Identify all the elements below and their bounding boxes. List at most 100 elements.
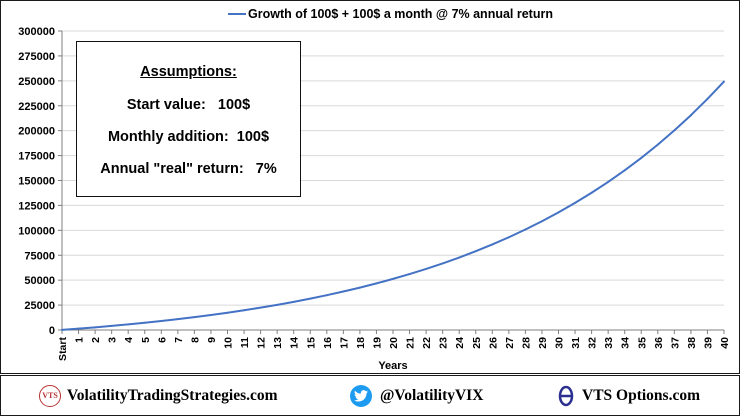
x-axis-label: Years [378,360,407,372]
data-point-0-12 [259,306,262,309]
y-axis-ticks: 0 25000 50000 75000 100000 125000 150000 175000… [18,26,62,337]
x-tick-label-12: 12 [256,337,268,349]
data-point-0-18 [358,286,361,289]
x-tick-label-22: 22 [421,337,433,349]
x-tick-label-35: 35 [636,337,648,349]
data-point-0-6 [160,320,163,323]
options-link[interactable]: VTS Options.com [582,386,700,404]
y-tick-label-5: 125000 [18,200,55,212]
y-tick-label-0: 0 [49,325,55,337]
footer-website[interactable]: VTS VolatilityTradingStrategies.com [39,376,278,415]
y-tick-label-7: 175000 [18,151,55,163]
x-tick-label-28: 28 [520,337,532,349]
x-tick-label-9: 9 [206,337,218,343]
x-tick-label-4: 4 [123,337,135,343]
data-point-0-0 [61,328,63,331]
x-tick-label-20: 20 [388,337,400,349]
x-tick-label-0: Start [57,337,69,361]
twitter-bird-icon [350,384,372,407]
legend-label: Growth of 100$ + 100$ a month @ 7% annua… [248,7,553,21]
series-layer [61,80,725,331]
y-tick-label-9: 225000 [18,101,55,113]
x-tick-label-15: 15 [305,337,317,349]
data-point-0-28 [524,228,527,231]
y-tick-label-2: 50000 [24,275,55,287]
data-point-0-9 [209,313,212,316]
vts-logo-icon: VTS [39,384,61,407]
data-point-0-20 [392,277,394,280]
x-tick-label-34: 34 [620,337,632,349]
data-point-0-26 [491,243,494,246]
data-point-0-10 [226,311,229,314]
x-tick-label-32: 32 [587,337,599,349]
x-tick-label-19: 19 [371,337,383,349]
footer-twitter[interactable]: @VolatilityVIX [350,376,483,415]
x-tick-label-17: 17 [338,337,350,349]
data-point-0-4 [127,323,130,326]
y-tick-label-10: 250000 [18,76,55,88]
y-tick-label-6: 150000 [18,176,55,188]
data-point-0-29 [540,220,543,223]
data-point-0-11 [243,309,246,312]
x-tick-label-38: 38 [686,337,698,349]
data-point-0-7 [176,318,179,321]
x-tick-label-24: 24 [454,337,466,349]
x-tick-label-30: 30 [554,337,566,349]
y-tick-label-11: 275000 [18,51,55,63]
data-point-0-5 [143,321,146,324]
x-tick-label-36: 36 [653,337,665,349]
data-point-0-22 [425,267,428,270]
y-tick-label-1: 25000 [24,300,55,312]
x-tick-label-33: 33 [603,337,615,349]
x-tick-label-26: 26 [487,337,499,349]
data-point-0-16 [325,294,328,297]
data-point-0-17 [342,290,345,293]
x-tick-label-11: 11 [239,337,251,348]
x-tick-label-39: 39 [702,337,714,349]
x-tick-label-7: 7 [173,337,185,343]
data-point-0-39 [706,97,709,100]
y-tick-label-3: 75000 [24,250,55,262]
monthly-addition-text: Monthly addition: 100$ [107,129,270,145]
data-point-0-27 [507,236,510,239]
data-point-0-15 [309,297,312,300]
data-point-0-31 [574,201,577,204]
x-tick-label-14: 14 [289,337,301,349]
data-point-0-8 [193,316,196,319]
footer-options[interactable]: VTS Options.com [558,376,700,415]
website-link[interactable]: VolatilityTradingStrategies.com [67,386,278,404]
data-point-0-33 [607,180,610,183]
x-tick-label-27: 27 [504,337,516,349]
data-point-0-19 [375,282,378,285]
axes [61,31,724,331]
assumptions-title: Assumptions: [140,64,237,80]
x-tick-label-25: 25 [471,337,483,349]
y-tick-label-4: 100000 [18,225,55,237]
twitter-handle[interactable]: @VolatilityVIX [380,386,484,404]
data-point-0-24 [458,256,461,259]
data-point-0-3 [110,324,113,327]
x-tick-label-29: 29 [537,337,549,349]
x-tick-label-16: 16 [322,337,334,349]
x-tick-label-2: 2 [90,337,102,343]
data-point-0-40 [723,80,725,83]
data-point-0-2 [94,326,97,329]
annual-return-text: Annual "real" return: 7% [100,161,277,177]
x-axis-ticks: Start 1 2 3 4 5 6 7 8 9 10 11 12 13 14 15 16 17 18 19 20 21 22… [57,330,731,361]
x-tick-label-13: 13 [272,337,284,349]
theta-logo-icon [558,385,574,406]
x-tick-label-5: 5 [140,337,152,343]
assumptions-box: Assumptions: Start value: 100$ Monthly a… [76,41,301,197]
x-tick-label-1: 1 [74,337,86,343]
data-point-0-1 [77,327,80,330]
x-tick-label-23: 23 [438,337,450,349]
x-tick-label-8: 8 [189,337,201,343]
data-point-0-32 [590,191,593,194]
x-tick-label-37: 37 [669,337,681,349]
data-point-0-30 [557,211,560,214]
data-point-0-25 [474,250,477,253]
x-tick-label-3: 3 [107,337,119,343]
x-tick-label-10: 10 [223,337,235,349]
x-tick-label-18: 18 [355,337,367,349]
x-tick-label-6: 6 [156,337,168,343]
